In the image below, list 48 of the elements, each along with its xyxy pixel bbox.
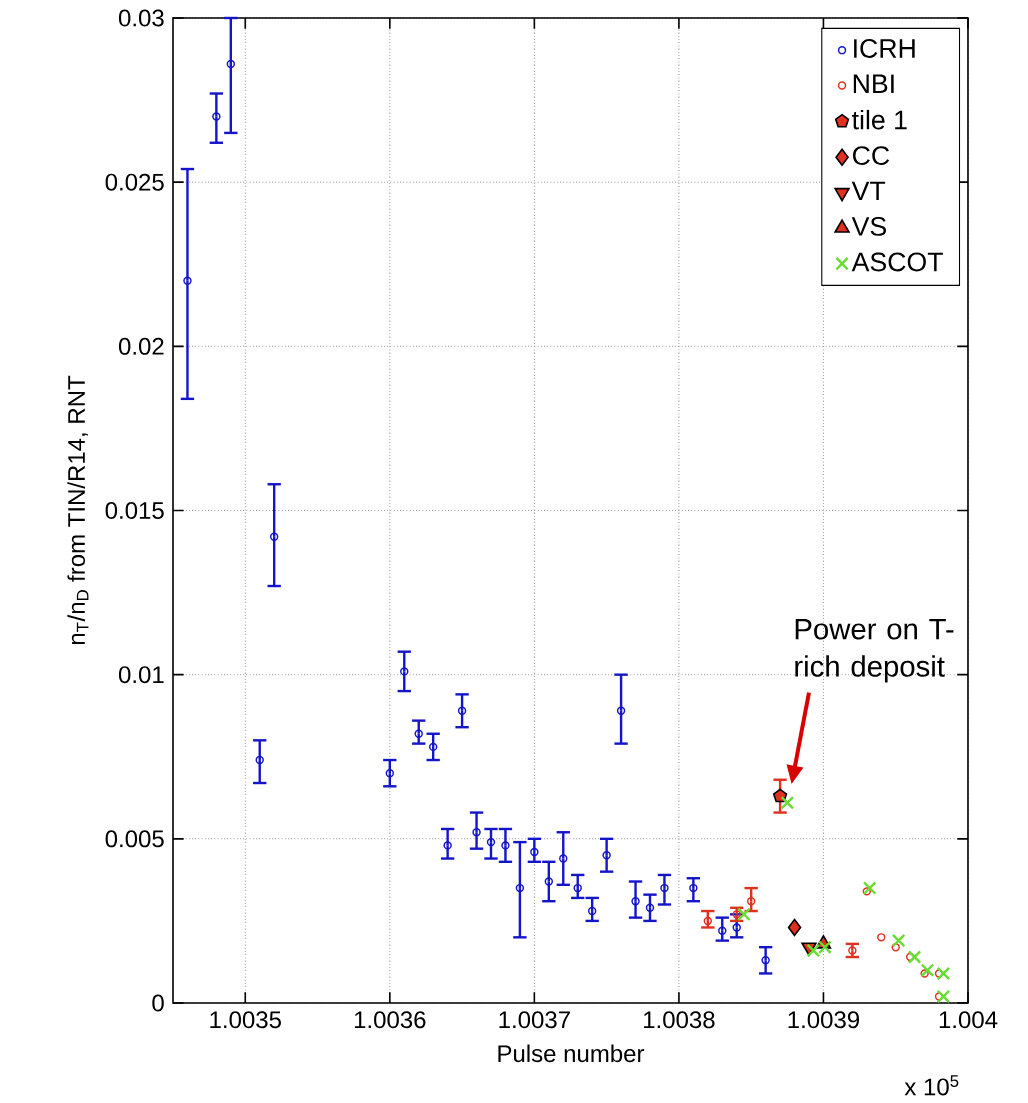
point	[602, 851, 611, 860]
x-tick-label: 1.0038	[644, 1011, 715, 1029]
legend-label: ASCOT	[851, 252, 943, 272]
point	[862, 881, 877, 895]
point	[936, 989, 951, 1004]
x-tick-label: 1.0036	[354, 1011, 426, 1029]
y-tick-label: 0.02	[118, 337, 164, 355]
point	[544, 877, 554, 886]
point	[400, 667, 409, 676]
point	[732, 923, 741, 932]
point	[920, 969, 929, 978]
legend-label: VS	[851, 216, 886, 236]
point	[907, 950, 922, 964]
point	[848, 946, 857, 955]
x-tick-label: 1.0037	[499, 1011, 570, 1029]
point	[587, 906, 597, 916]
legend-label: ICRH	[854, 39, 915, 58]
y-tick-label: 0.005	[105, 830, 164, 848]
y-tick-label: 0.025	[105, 173, 164, 191]
legend-label: tile 1	[852, 109, 907, 130]
point	[515, 883, 525, 893]
x-tick-label: 1.004	[939, 1011, 998, 1029]
point	[936, 966, 951, 981]
point	[761, 956, 770, 965]
point	[787, 918, 802, 937]
legend-label: CC	[853, 146, 890, 166]
y-tick-label: 0.015	[105, 501, 164, 519]
point	[877, 933, 886, 942]
legend-label: NBI	[853, 74, 894, 93]
point	[891, 942, 900, 952]
y-tick-label: 0.01	[118, 666, 164, 684]
point	[457, 706, 467, 715]
x-axis-title: Pulse number	[498, 1044, 645, 1063]
point	[746, 897, 756, 906]
point	[862, 887, 872, 896]
x-tick-label: 1.0039	[788, 1011, 859, 1029]
point	[737, 907, 751, 922]
point	[645, 903, 655, 912]
point	[891, 933, 906, 948]
y-axis-title: n$_{T}$/n$_{D}$ from TIN/R14, RNT	[67, 375, 89, 645]
point	[920, 963, 935, 978]
y-tick-label: 0	[152, 994, 164, 1012]
x-tick-label: 1.0035	[210, 1011, 281, 1029]
y-tick-label: 0.03	[118, 9, 164, 27]
point	[573, 883, 582, 893]
text: x 10$^{5}$	[904, 1075, 959, 1096]
annotation: Power on T-rich deposit	[795, 619, 954, 683]
legend-label: VT	[851, 181, 886, 201]
